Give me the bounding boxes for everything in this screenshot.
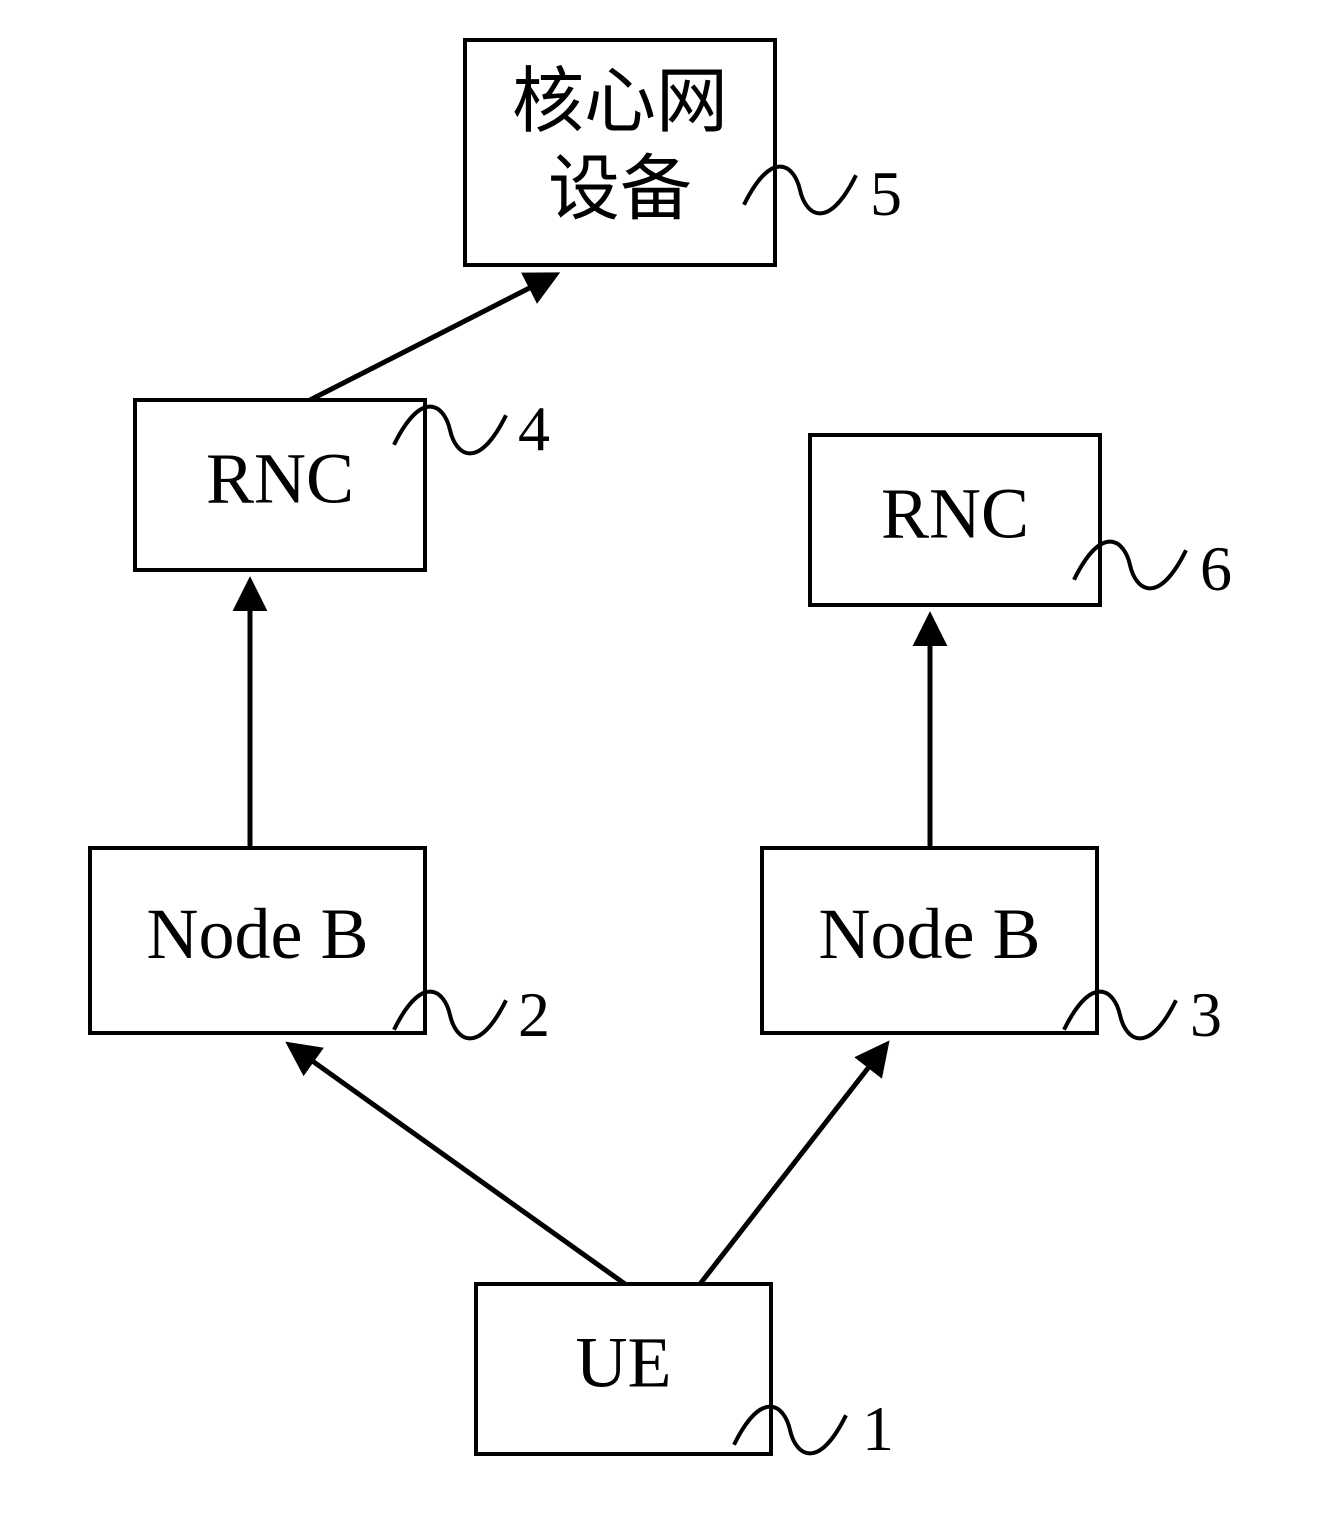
node-rnc_l: RNC — [135, 400, 425, 570]
number-label-ue: 1 — [862, 1393, 894, 1464]
node-core: 核心网设备 — [465, 40, 775, 265]
node-label-rnc_r-0: RNC — [881, 473, 1029, 553]
node-nodeb_r: Node B — [762, 848, 1097, 1033]
number-label-rnc_l: 4 — [518, 393, 550, 464]
edge-4 — [310, 275, 555, 400]
node-label-core-1: 设备 — [548, 150, 692, 230]
node-label-core-0: 核心网 — [512, 62, 728, 142]
number-label-core: 5 — [870, 158, 902, 229]
number-label-nodeb_r: 3 — [1190, 979, 1222, 1050]
node-nodeb_l: Node B — [90, 848, 425, 1033]
node-label-rnc_l-0: RNC — [206, 438, 354, 518]
nodes-layer: 核心网设备 RNC RNC Node B Node B UE — [90, 40, 1100, 1454]
number-label-rnc_r: 6 — [1200, 533, 1232, 604]
node-label-nodeb_r-0: Node B — [819, 894, 1041, 974]
edge-1 — [700, 1045, 886, 1284]
number-label-nodeb_l: 2 — [518, 979, 550, 1050]
node-label-nodeb_l-0: Node B — [147, 894, 369, 974]
node-label-ue-0: UE — [576, 1322, 672, 1402]
numbers-layer: 5 4 6 2 3 1 — [394, 158, 1232, 1464]
node-ue: UE — [476, 1284, 771, 1454]
node-rnc_r: RNC — [810, 435, 1100, 605]
edge-0 — [290, 1045, 625, 1284]
